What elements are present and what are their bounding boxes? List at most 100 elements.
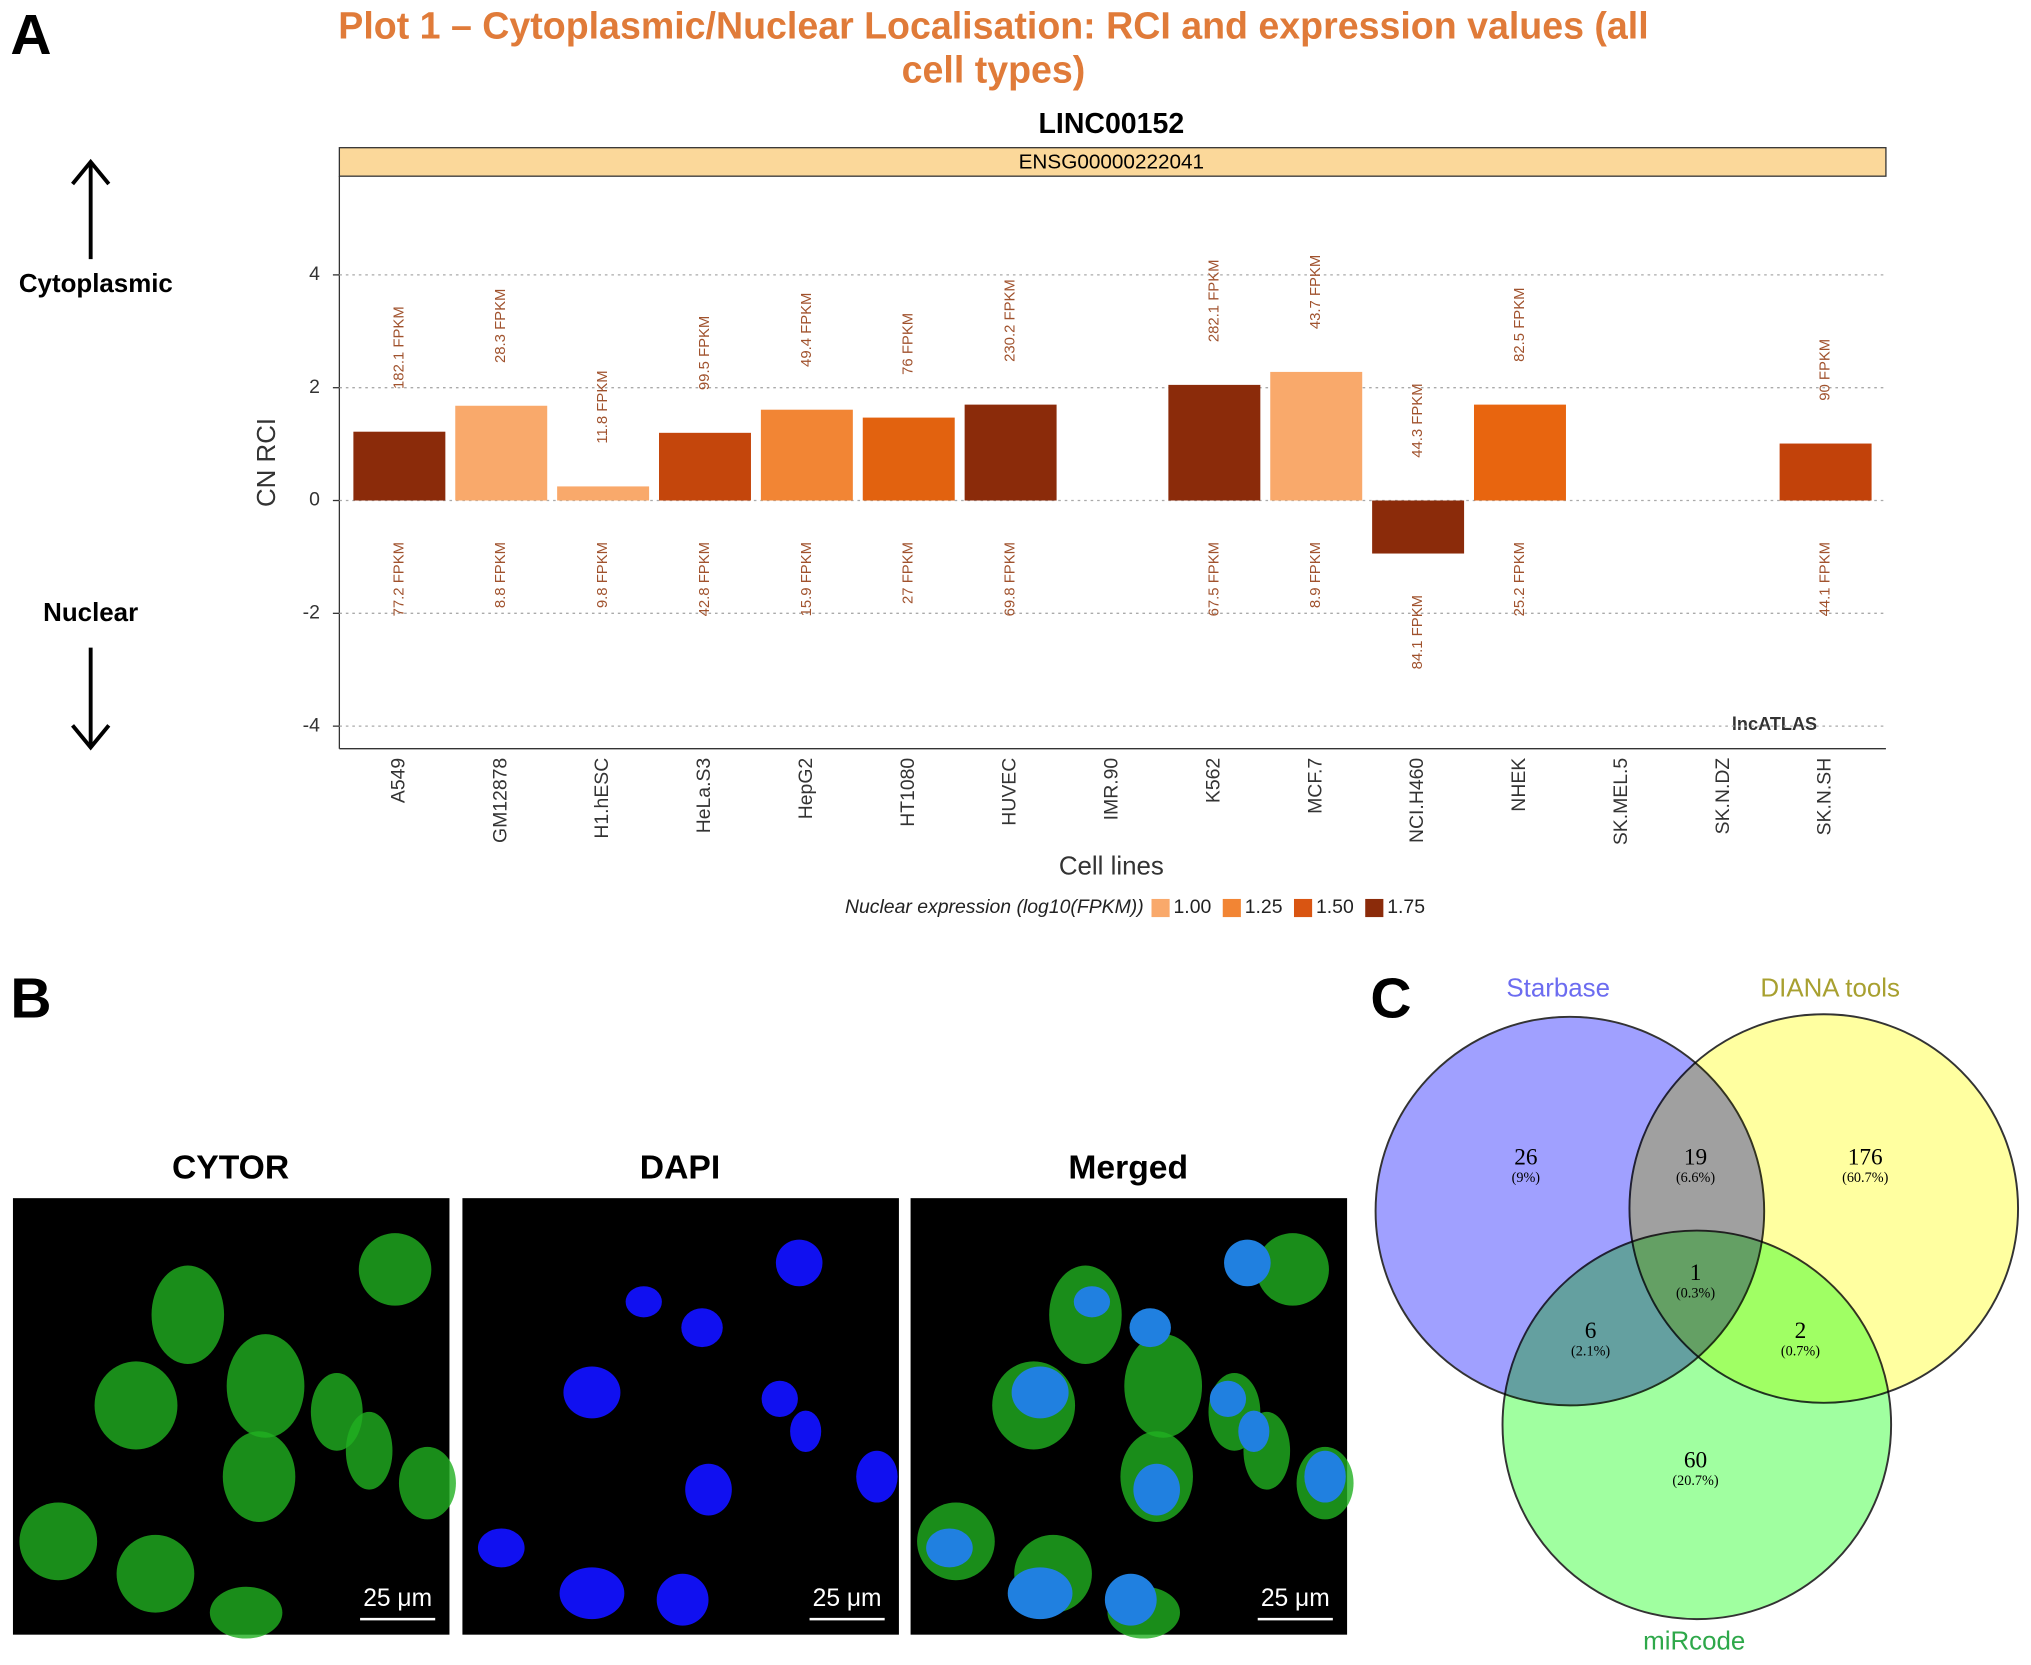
- data-label: 42.8 FPKM: [697, 542, 713, 616]
- venn-set-name: DIANA tools: [1760, 974, 1900, 1002]
- nucleus: [1007, 1567, 1073, 1620]
- legend-swatch: [1151, 898, 1170, 918]
- data-label: 99.5 FPKM: [697, 316, 713, 390]
- watermark: lncATLAS: [1732, 714, 1817, 734]
- nucleus: [477, 1528, 525, 1568]
- gene-name: LINC00152: [1039, 108, 1185, 140]
- cell: [151, 1265, 225, 1364]
- cell: [226, 1334, 305, 1438]
- nucleus: [1129, 1308, 1171, 1348]
- strip-label: ENSG00000222041: [1019, 151, 1204, 174]
- micrograph: [462, 1198, 899, 1635]
- x-tick-label: H1.hESC: [591, 758, 613, 839]
- venn-percent: (0.3%): [1676, 1285, 1715, 1301]
- data-label: 43.7 FPKM: [1308, 255, 1324, 329]
- y-tick-label: -2: [303, 601, 320, 623]
- bar: [1270, 371, 1363, 501]
- nucleus: [559, 1567, 625, 1620]
- x-axis-label: Cell lines: [1059, 853, 1164, 881]
- nucleus: [926, 1528, 973, 1568]
- nucleus: [790, 1410, 822, 1453]
- legend-swatch: [1365, 898, 1384, 918]
- micrograph-title: Merged: [1068, 1150, 1188, 1187]
- scale-label: 25 μm: [813, 1585, 882, 1612]
- venn-count: 176: [1848, 1145, 1883, 1171]
- nucleus: [761, 1380, 798, 1418]
- nucleus: [1133, 1463, 1181, 1516]
- scale-label: 25 μm: [363, 1585, 432, 1612]
- y-tick-label: 0: [309, 489, 320, 511]
- data-label: 90 FPKM: [1818, 339, 1834, 401]
- cell: [1124, 1334, 1203, 1438]
- data-label: 8.9 FPKM: [1308, 542, 1324, 608]
- nucleus: [1304, 1450, 1346, 1503]
- scale-label: 25 μm: [1261, 1585, 1330, 1612]
- data-label: 282.1 FPKM: [1206, 259, 1222, 342]
- nucleus: [656, 1573, 709, 1626]
- x-tick-label: SK.MEL.5: [1610, 758, 1632, 845]
- venn-percent: (9%): [1512, 1170, 1541, 1186]
- x-tick-label: IMR.90: [1101, 758, 1123, 821]
- data-label: 230.2 FPKM: [1003, 279, 1019, 362]
- cell: [1256, 1233, 1329, 1306]
- x-tick-label: HT1080: [897, 758, 919, 827]
- cell: [398, 1446, 456, 1520]
- cell: [19, 1502, 98, 1581]
- venn-percent: (60.7%): [1842, 1170, 1889, 1186]
- data-label: 44.3 FPKM: [1410, 383, 1426, 457]
- data-label: 25.2 FPKM: [1512, 542, 1528, 616]
- x-tick-label: A549: [387, 758, 409, 803]
- y-axis-label: CN RCI: [253, 418, 281, 507]
- data-label: 28.3 FPKM: [493, 289, 509, 363]
- bar: [760, 409, 853, 501]
- x-tick-label: SK.N.SH: [1814, 758, 1836, 836]
- x-tick-label: HUVEC: [999, 758, 1021, 826]
- legend-label: 1.25: [1245, 896, 1283, 918]
- bar: [964, 404, 1057, 501]
- data-label: 8.8 FPKM: [493, 542, 509, 608]
- chart-title: Plot 1 – Cytoplasmic/Nuclear Localisatio…: [338, 4, 1648, 46]
- venn-count: 26: [1514, 1145, 1537, 1171]
- venn-set-name: Starbase: [1506, 974, 1610, 1002]
- data-label: 84.1 FPKM: [1410, 595, 1426, 669]
- venn-percent: (6.6%): [1676, 1170, 1715, 1186]
- bar: [557, 486, 650, 501]
- legend-label: 1.75: [1387, 896, 1425, 918]
- venn-circle: [1501, 1229, 1893, 1621]
- data-label: 67.5 FPKM: [1206, 542, 1222, 616]
- data-label: 9.8 FPKM: [595, 542, 611, 608]
- side-label: Nuclear: [43, 599, 138, 627]
- bar: [1168, 384, 1261, 501]
- data-label: 76 FPKM: [901, 313, 917, 375]
- venn-count: 60: [1684, 1448, 1707, 1474]
- nucleus: [563, 1366, 621, 1419]
- venn-count: 1: [1690, 1260, 1702, 1286]
- nucleus: [625, 1286, 662, 1318]
- data-label: 44.1 FPKM: [1818, 542, 1834, 616]
- legend-swatch: [1293, 898, 1313, 918]
- data-label: 15.9 FPKM: [799, 542, 815, 616]
- cell: [358, 1233, 432, 1306]
- side-label: Cytoplasmic: [19, 270, 173, 298]
- nucleus: [685, 1463, 732, 1516]
- cell: [345, 1411, 393, 1490]
- data-label: 27 FPKM: [901, 542, 917, 604]
- nucleus: [856, 1450, 898, 1503]
- strip: [338, 147, 1887, 177]
- bar: [862, 417, 955, 501]
- y-tick-label: -4: [303, 714, 320, 736]
- legend-label: 1.50: [1316, 896, 1354, 918]
- x-tick-label: MCF.7: [1304, 758, 1326, 814]
- y-tick-label: 2: [309, 376, 320, 398]
- x-tick-label: SK.N.DZ: [1712, 758, 1734, 835]
- venn: Starbase DIANA toolsmiRcode26(9%)19(6.6%)…: [1374, 974, 2020, 1655]
- venn-percent: (0.7%): [1781, 1344, 1820, 1360]
- panel-letter: B: [10, 967, 51, 1031]
- plot: -4 -2 0 2 4 A549 182.1 FPKM 77.2 FPKM GM12878 28.…: [303, 255, 1886, 918]
- nucleus: [775, 1239, 823, 1287]
- micrographs: CYTOR 25 μm DAPI 25 μm Merged 25 μm: [12, 1150, 1354, 1639]
- data-label: 49.4 FPKM: [799, 293, 815, 367]
- venn-count: 6: [1585, 1318, 1597, 1344]
- y-tick-label: 4: [309, 263, 320, 285]
